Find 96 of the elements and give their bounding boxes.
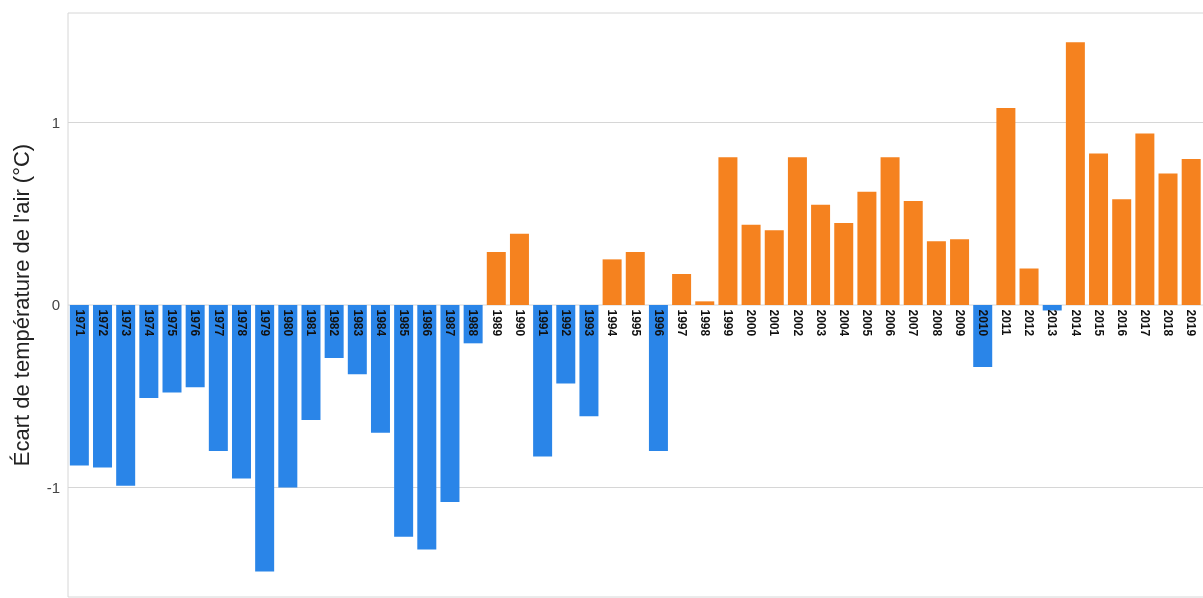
bar — [1065, 42, 1085, 305]
bar — [69, 305, 89, 466]
bar — [139, 305, 159, 399]
x-tick-label: 1998 — [697, 309, 712, 337]
x-tick-label: 2001 — [767, 309, 782, 337]
bar — [1089, 153, 1109, 305]
x-tick-label: 2005 — [860, 309, 875, 337]
bar — [903, 200, 923, 305]
x-tick-label: 1977 — [211, 309, 226, 337]
bar — [509, 233, 529, 305]
x-tick-label: 2013 — [1045, 309, 1060, 337]
x-tick-label: 1979 — [257, 309, 272, 337]
bar — [787, 157, 807, 305]
x-tick-label: 1978 — [234, 309, 249, 337]
x-tick-label: 2009 — [952, 309, 967, 337]
bar — [811, 204, 831, 305]
bar — [718, 157, 738, 305]
x-tick-label: 1990 — [512, 309, 527, 337]
bar — [695, 301, 715, 305]
x-tick-label: 2007 — [906, 309, 921, 337]
bar — [533, 305, 553, 457]
bar — [880, 157, 900, 305]
x-tick-label: 1973 — [118, 309, 133, 337]
bar — [996, 107, 1016, 305]
x-tick-label: 2003 — [813, 309, 828, 337]
bar — [370, 305, 390, 433]
x-tick-label: 2000 — [744, 309, 759, 337]
y-tick-label: -1 — [46, 478, 60, 496]
bar — [93, 305, 113, 468]
bar — [1019, 268, 1039, 305]
x-tick-label: 1994 — [605, 309, 620, 337]
x-tick-label: 2017 — [1138, 309, 1153, 337]
x-tick-label: 1988 — [466, 309, 481, 337]
bar — [926, 241, 946, 305]
x-tick-label: 1987 — [443, 309, 458, 337]
y-tick-label: 0 — [51, 296, 60, 314]
bar — [208, 305, 228, 451]
x-tick-label: 2004 — [836, 309, 851, 337]
bar — [764, 230, 784, 305]
x-tick-label: 2014 — [1068, 309, 1083, 337]
x-tick-label: 2018 — [1161, 309, 1176, 337]
bar — [950, 239, 970, 305]
x-tick-label: 1982 — [327, 309, 342, 337]
x-tick-label: 1986 — [420, 309, 435, 337]
x-tick-label: 2002 — [790, 309, 805, 337]
x-tick-label: 1972 — [95, 309, 110, 337]
x-tick-label: 2006 — [883, 309, 898, 337]
x-tick-label: 1995 — [628, 309, 643, 337]
x-tick-label: 1991 — [535, 309, 550, 337]
bar — [625, 252, 645, 305]
x-tick-label: 2016 — [1114, 309, 1129, 337]
x-tick-label: 1983 — [350, 309, 365, 337]
bar — [1112, 199, 1132, 305]
bar — [834, 222, 854, 305]
x-tick-label: 2010 — [975, 309, 990, 337]
x-tick-label: 1975 — [165, 309, 180, 337]
bar — [486, 252, 506, 305]
bar — [162, 305, 182, 393]
x-tick-label: 1976 — [188, 309, 203, 337]
bar — [857, 191, 877, 305]
x-tick-label: 1997 — [674, 309, 689, 337]
x-tick-label: 1985 — [396, 309, 411, 337]
x-tick-label: 1974 — [142, 309, 157, 337]
bar — [602, 259, 622, 305]
bar — [278, 305, 298, 488]
bar — [579, 305, 599, 417]
x-tick-label: 1984 — [373, 309, 388, 337]
bar — [1181, 159, 1201, 305]
x-tick-label: 1971 — [72, 309, 87, 337]
x-tick-label: 1981 — [304, 309, 319, 337]
bar — [232, 305, 251, 479]
x-tick-label: 2019 — [1184, 309, 1199, 337]
bar — [116, 305, 136, 486]
bar — [417, 305, 437, 550]
x-tick-label: 1989 — [489, 309, 504, 337]
bar — [1135, 133, 1155, 305]
x-tick-label: 2012 — [1022, 309, 1037, 337]
x-tick-label: 1999 — [721, 309, 736, 337]
x-tick-label: 2011 — [999, 309, 1014, 336]
bar — [394, 305, 414, 537]
bar — [301, 305, 321, 420]
x-tick-label: 1992 — [559, 309, 574, 337]
x-tick-label: 1996 — [651, 309, 666, 337]
bar — [1042, 305, 1062, 311]
bar — [1158, 173, 1178, 305]
bar — [648, 305, 668, 451]
y-tick-label: 1 — [51, 113, 60, 131]
bar — [440, 305, 460, 503]
x-tick-label: 2008 — [929, 309, 944, 337]
x-tick-label: 1993 — [582, 309, 597, 337]
y-axis-title: Écart de température de l'air (°C) — [8, 143, 34, 467]
bar — [672, 273, 692, 305]
x-tick-label: 1980 — [281, 309, 296, 337]
bar — [741, 224, 761, 305]
x-tick-label: 2015 — [1091, 309, 1106, 337]
bar — [255, 305, 275, 572]
